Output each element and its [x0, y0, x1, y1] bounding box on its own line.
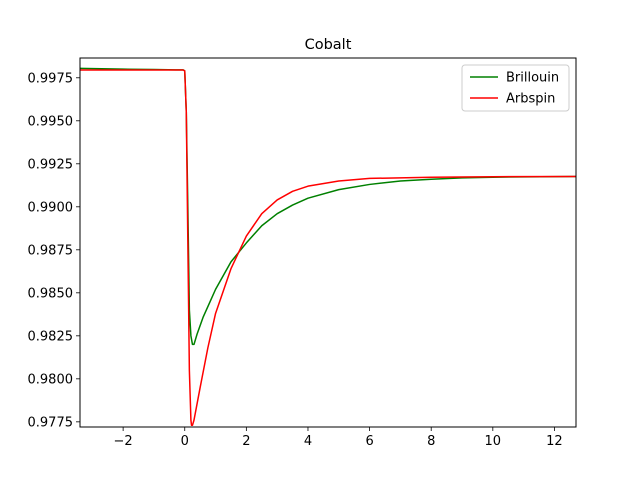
y-tick-label: 0.9850: [28, 286, 74, 301]
x-tick-label: 4: [304, 434, 312, 449]
x-tick-label: −2: [114, 434, 133, 449]
y-tick-label: 0.9775: [28, 415, 74, 430]
plot-area: [80, 67, 576, 427]
y-tick-label: 0.9875: [28, 243, 74, 258]
y-tick-label: 0.9825: [28, 329, 74, 344]
y-tick-label: 0.9800: [28, 372, 74, 387]
x-tick-label: 6: [365, 434, 373, 449]
x-tick-label: 0: [181, 434, 189, 449]
y-tick-label: 0.9975: [28, 71, 74, 86]
y-tick-label: 0.9950: [28, 114, 74, 129]
legend-label-arbspin: Arbspin: [506, 92, 555, 107]
x-axis: −2 0 2 4 6 8 10 12: [114, 427, 563, 449]
x-tick-label: 12: [546, 434, 563, 449]
legend: Brillouin Arbspin: [461, 64, 570, 112]
legend-label-brillouin: Brillouin: [506, 71, 559, 86]
axes-frame: [79, 57, 577, 428]
y-axis: 0.9775 0.9800 0.9825 0.9850 0.9875 0.9900 0.99…: [28, 71, 80, 430]
x-tick-label: 8: [427, 434, 435, 449]
y-tick-label: 0.9900: [28, 200, 74, 215]
chart-title: Cobalt: [305, 37, 352, 53]
x-tick-label: 10: [485, 434, 502, 449]
y-tick-label: 0.9925: [28, 157, 74, 172]
x-tick-label: 2: [242, 434, 250, 449]
series-line-arbspin: [80, 69, 576, 427]
